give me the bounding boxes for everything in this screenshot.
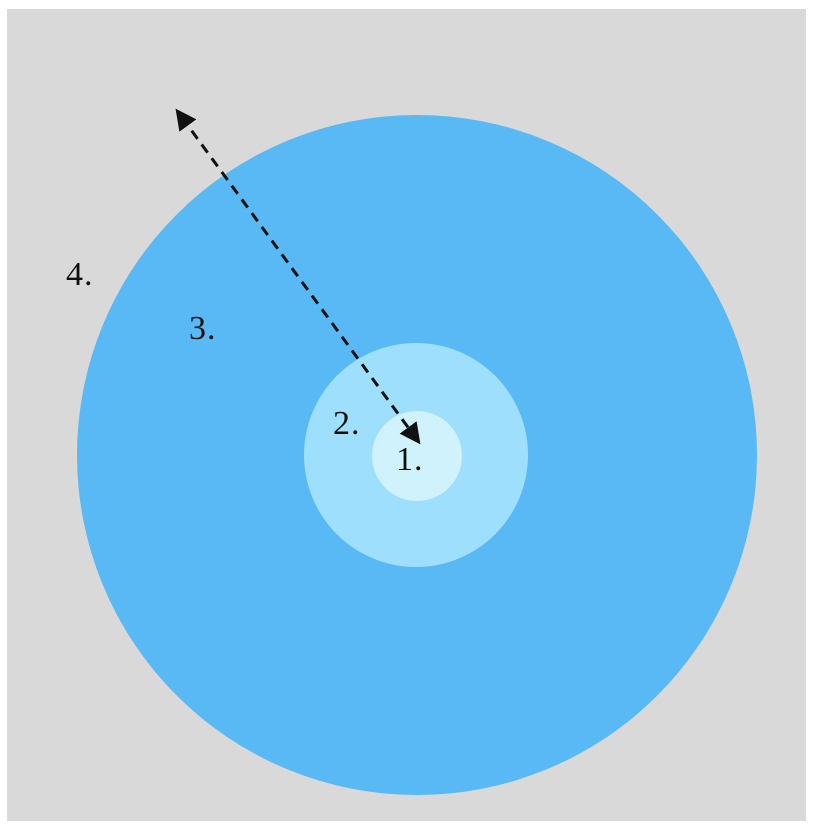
region-4-label: 4. <box>66 256 94 293</box>
region-3-label: 3. <box>189 310 217 347</box>
region-2-label: 2. <box>333 405 361 442</box>
region-1-label: 1. <box>396 441 424 478</box>
